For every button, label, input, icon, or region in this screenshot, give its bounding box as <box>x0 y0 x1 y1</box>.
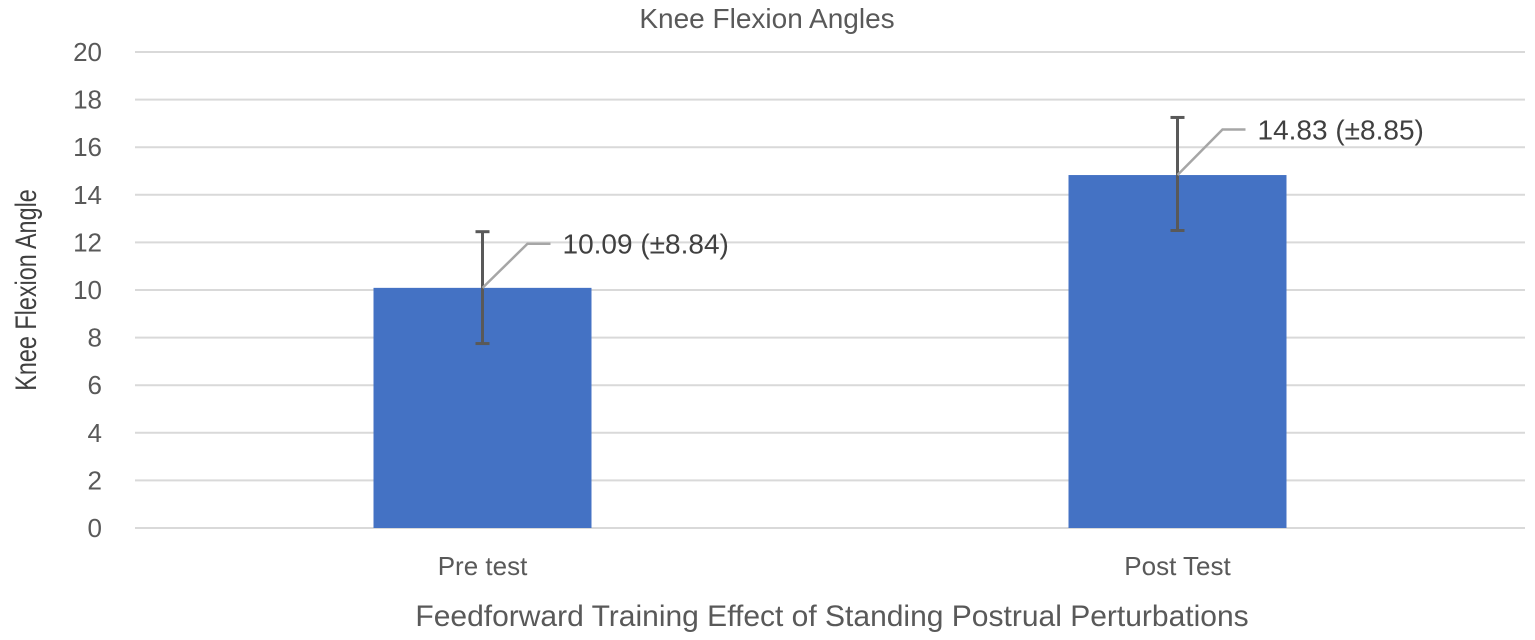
y-tick-label: 2 <box>88 465 102 495</box>
x-category-label: Pre test <box>438 551 528 581</box>
gridlines <box>135 51 1525 529</box>
y-tick-label: 4 <box>88 418 102 448</box>
y-tick-label: 14 <box>73 180 102 210</box>
x-category-label: Post Test <box>1124 551 1231 581</box>
y-axis-ticks: 0 2 4 6 8 10 12 14 16 18 20 <box>73 37 102 543</box>
y-axis-label: Knee Flexion Angle <box>9 189 42 391</box>
data-labels: 10.09 (±8.84) 14.83 (±8.85) <box>481 114 1424 289</box>
chart-title: Knee Flexion Angles <box>639 3 894 34</box>
bars <box>373 175 1287 528</box>
bar <box>1068 175 1287 528</box>
x-axis-categories: Pre test Post Test <box>438 551 1232 581</box>
data-label-leader <box>1176 128 1246 176</box>
y-tick-label: 6 <box>88 370 102 400</box>
x-axis-label: Feedforward Training Effect of Standing … <box>415 600 1248 633</box>
data-label-leader <box>481 242 551 289</box>
data-label: 10.09 (±8.84) <box>563 229 729 260</box>
y-tick-label: 20 <box>73 37 102 67</box>
y-tick-label: 10 <box>73 275 102 305</box>
y-tick-label: 0 <box>88 513 102 543</box>
y-tick-label: 18 <box>73 85 102 115</box>
data-label: 14.83 (±8.85) <box>1258 114 1424 145</box>
y-tick-label: 12 <box>73 227 102 257</box>
y-tick-label: 8 <box>88 323 102 353</box>
y-tick-label: 16 <box>73 132 102 162</box>
